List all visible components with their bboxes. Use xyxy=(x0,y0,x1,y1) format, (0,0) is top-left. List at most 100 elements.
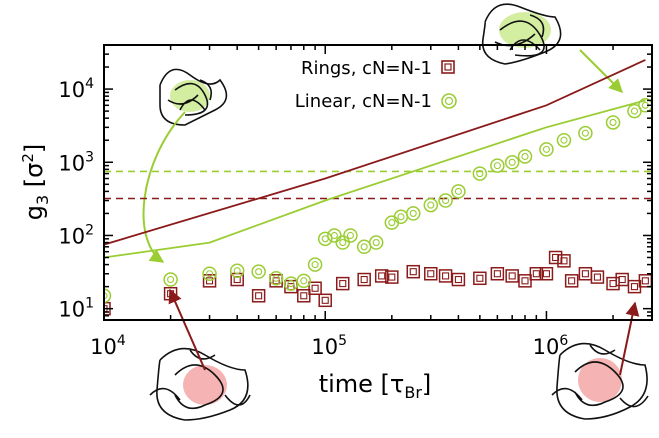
arrow-to-linear-right xyxy=(579,49,623,93)
rings-point-outer xyxy=(548,250,563,265)
linear-point xyxy=(451,184,466,199)
rings-point-inner xyxy=(360,275,368,284)
linear-point-inner xyxy=(542,145,550,153)
y-tick-label: 102 xyxy=(58,222,94,248)
linear-point-inner xyxy=(521,152,529,161)
rings-point xyxy=(438,269,453,283)
rings-point xyxy=(505,269,519,283)
rings-point xyxy=(335,276,350,291)
rings-point-inner xyxy=(593,273,601,281)
linear-point-outer xyxy=(578,125,593,141)
rings-point-outer xyxy=(590,270,605,284)
rings-point-outer xyxy=(406,264,421,279)
rings-point-inner xyxy=(388,273,396,281)
legend-marker-rings-inner xyxy=(444,63,452,71)
rings-point-inner xyxy=(542,270,550,278)
rings-point-outer xyxy=(308,281,322,296)
rings-point-inner xyxy=(532,270,540,278)
linear-point-outer xyxy=(539,142,554,157)
rings-point xyxy=(424,266,438,281)
rings-upper-curve xyxy=(104,59,646,246)
linear-point-inner xyxy=(206,270,214,278)
linear-point xyxy=(251,264,266,279)
linear-point xyxy=(268,271,284,286)
linear-point-outer xyxy=(251,264,266,279)
rings-point-inner xyxy=(618,275,626,284)
linear-point-inner xyxy=(287,280,295,288)
linear-point-inner xyxy=(397,213,405,221)
linear-point xyxy=(423,197,439,213)
rings-point-outer xyxy=(518,274,532,288)
linear-point-outer xyxy=(556,132,572,148)
linear-point xyxy=(438,193,453,208)
rings-point-inner xyxy=(630,283,639,291)
y-axis-title-open: [σ xyxy=(20,163,48,195)
x-axis-title-main: time [τ xyxy=(319,370,405,398)
linear-point-inner xyxy=(233,267,241,275)
linear-point xyxy=(343,228,358,243)
linear-point-inner xyxy=(630,107,639,115)
rings-point-inner xyxy=(300,292,308,300)
rings-point-inner xyxy=(476,274,484,282)
rings-point-outer xyxy=(163,286,178,301)
rings-point-outer xyxy=(557,254,571,268)
rings-point-inner xyxy=(442,272,450,280)
legend-label-rings: Rings, cN=N-1 xyxy=(301,58,432,79)
rings-point xyxy=(578,266,593,281)
rings-point-outer xyxy=(251,289,266,303)
legend-marker-linear-inner xyxy=(444,96,454,106)
legend-marker-rings xyxy=(441,60,455,74)
rings-point-inner xyxy=(609,280,617,288)
linear-point xyxy=(356,239,372,255)
linear-point-inner xyxy=(427,201,435,209)
linear-point-inner xyxy=(372,239,380,247)
rings-point xyxy=(163,286,178,301)
arrow-to-linear-left xyxy=(142,111,186,263)
rings-point-inner xyxy=(409,268,417,276)
linear-point xyxy=(406,206,421,221)
linear-point-outer xyxy=(229,263,245,278)
rings-point-inner xyxy=(508,272,516,280)
rings-point xyxy=(473,271,487,286)
linear-point-outer xyxy=(451,184,466,199)
rings-point-outer xyxy=(202,274,217,288)
y-axis-title-close: ] xyxy=(20,144,48,153)
y-axis-title-sup: 2 xyxy=(19,153,37,163)
linear-point xyxy=(384,215,400,230)
rings-point-outer xyxy=(297,289,311,303)
rings-point xyxy=(357,272,371,287)
linear-point-inner xyxy=(493,162,501,170)
linear-point xyxy=(605,115,621,130)
rings-point-inner xyxy=(581,270,589,278)
linear-point-inner xyxy=(360,243,368,251)
x-tick-label: 106 xyxy=(533,333,569,359)
linear-point-inner xyxy=(346,231,354,240)
linear-point-outer xyxy=(423,197,439,213)
linear-point-inner xyxy=(104,292,108,300)
linear-point xyxy=(229,263,245,278)
linear-point-outer xyxy=(627,103,642,119)
rings-point-inner xyxy=(311,284,319,292)
rings-point xyxy=(451,272,466,287)
rings-point xyxy=(529,266,544,281)
linear-point xyxy=(472,166,488,181)
linear-point-inner xyxy=(560,136,568,144)
linear-point-inner xyxy=(339,239,347,247)
illustration-linear-right xyxy=(481,3,562,65)
linear-point-outer xyxy=(605,115,621,130)
linear-point-inner xyxy=(476,170,484,178)
rings-point xyxy=(590,270,605,284)
plot-frame xyxy=(103,44,653,321)
rings-point-inner xyxy=(206,277,214,285)
rings-point xyxy=(539,266,554,281)
linear-upper-curve xyxy=(104,99,646,259)
linear-point xyxy=(202,266,217,281)
linear-point-inner xyxy=(409,209,417,217)
linear-point-outer xyxy=(202,266,217,281)
linear-point-outer xyxy=(472,166,488,181)
linear-point xyxy=(627,103,642,119)
linear-point-outer xyxy=(335,235,350,250)
rings-point-inner xyxy=(560,257,568,265)
linear-point-inner xyxy=(609,118,617,126)
